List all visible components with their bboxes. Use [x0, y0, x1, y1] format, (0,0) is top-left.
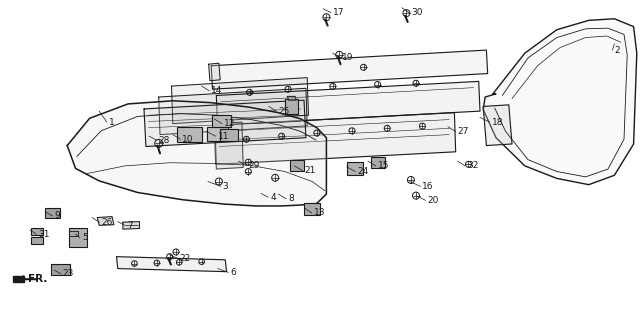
- Text: 18: 18: [492, 118, 503, 126]
- Polygon shape: [144, 100, 306, 146]
- Bar: [212, 115, 231, 127]
- Text: 24: 24: [357, 167, 369, 176]
- Polygon shape: [13, 276, 24, 282]
- Polygon shape: [209, 63, 220, 81]
- Polygon shape: [69, 231, 78, 236]
- Text: 12: 12: [224, 119, 236, 128]
- Text: 5: 5: [82, 233, 88, 242]
- Text: 21: 21: [305, 166, 316, 175]
- Polygon shape: [214, 113, 456, 164]
- Text: 7: 7: [127, 221, 132, 230]
- Text: FR.: FR.: [28, 274, 47, 284]
- Text: 1: 1: [109, 118, 115, 126]
- Polygon shape: [97, 217, 114, 225]
- Text: 22: 22: [179, 254, 191, 263]
- Bar: [290, 160, 304, 171]
- Polygon shape: [123, 222, 140, 229]
- Polygon shape: [211, 50, 488, 89]
- Bar: [207, 127, 228, 141]
- Text: 10: 10: [182, 135, 194, 144]
- Text: 31: 31: [38, 230, 50, 239]
- Bar: [177, 127, 202, 142]
- Text: 9: 9: [54, 212, 60, 220]
- Text: 26: 26: [101, 218, 113, 227]
- Text: 6: 6: [230, 268, 236, 277]
- Polygon shape: [172, 78, 308, 124]
- Text: 14: 14: [211, 86, 223, 95]
- Polygon shape: [216, 81, 480, 125]
- Text: 27: 27: [458, 127, 469, 136]
- Text: 29: 29: [248, 161, 260, 170]
- Text: 3: 3: [223, 182, 228, 191]
- Polygon shape: [67, 101, 326, 206]
- Polygon shape: [483, 19, 637, 185]
- Polygon shape: [215, 122, 243, 169]
- Bar: [285, 99, 298, 114]
- Text: 25: 25: [278, 107, 290, 115]
- Polygon shape: [116, 257, 227, 272]
- Text: 20: 20: [428, 196, 439, 205]
- Bar: [69, 228, 87, 247]
- Bar: [51, 264, 70, 275]
- Bar: [45, 208, 60, 218]
- Text: 23: 23: [63, 269, 74, 278]
- Polygon shape: [483, 105, 512, 146]
- Bar: [305, 203, 321, 215]
- Bar: [31, 237, 43, 244]
- Text: 13: 13: [314, 208, 325, 217]
- Polygon shape: [159, 88, 307, 135]
- Text: 32: 32: [467, 162, 479, 170]
- Text: 16: 16: [422, 182, 434, 191]
- Text: 11: 11: [218, 132, 229, 141]
- Text: 15: 15: [378, 162, 389, 170]
- Text: 8: 8: [288, 194, 294, 203]
- Bar: [31, 228, 43, 235]
- Text: 17: 17: [333, 8, 344, 17]
- Bar: [348, 162, 364, 175]
- Text: 19: 19: [342, 54, 354, 62]
- Text: 30: 30: [411, 8, 422, 17]
- Text: 28: 28: [159, 136, 170, 145]
- Bar: [220, 129, 238, 141]
- Text: 4: 4: [270, 193, 276, 202]
- Bar: [371, 157, 385, 168]
- Text: 2: 2: [614, 46, 620, 54]
- Polygon shape: [287, 96, 296, 100]
